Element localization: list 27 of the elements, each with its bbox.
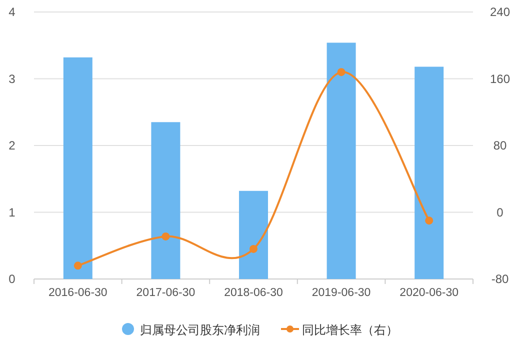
legend-label: 同比增长率（右） [302,323,398,337]
y-tick-label: 1 [8,205,16,220]
y-tick-label: 4 [8,5,16,19]
point [162,232,170,240]
x-tick-label: 2016-06-30 [48,287,108,299]
y2-tick-label: 0 [496,205,504,220]
point [74,262,82,270]
x-tick-label: 2017-06-30 [136,287,196,299]
bar [414,66,444,279]
bar [151,122,180,279]
bar [326,42,356,279]
point [250,244,258,253]
y-tick-label: 2 [8,138,16,152]
x-tick-label: 2020-06-30 [400,287,459,299]
point [337,68,346,76]
y2-tick-label: -80 [491,272,509,286]
bar [239,190,268,279]
legend-label: 归属母公司股东净利润 [140,323,260,337]
point [425,216,434,225]
y-tick-label: 3 [8,72,16,86]
bar [63,57,92,279]
y2-tick-label: 240 [490,5,510,19]
y2-tick-label: 160 [490,72,510,86]
y2-tick-label: 80 [493,138,507,152]
x-tick-label: 2018-06-30 [224,287,283,299]
x-tick-label: 2019-06-30 [312,287,371,299]
y-tick-label: 0 [8,272,16,286]
